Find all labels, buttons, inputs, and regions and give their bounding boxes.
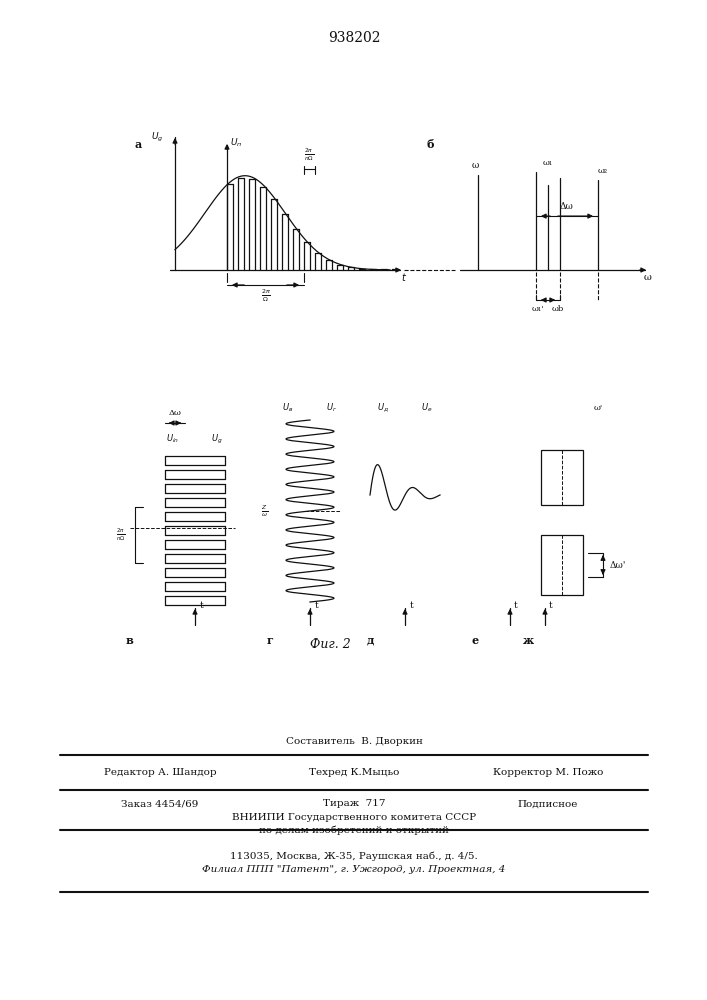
- Text: Редактор А. Шандор: Редактор А. Шандор: [104, 768, 216, 777]
- Text: Тираж  717: Тираж 717: [323, 800, 385, 808]
- Text: 113035, Москва, Ж-35, Раушская наб., д. 4/5.: 113035, Москва, Ж-35, Раушская наб., д. …: [230, 851, 478, 861]
- Text: $\frac{2\pi}{\Omega}$: $\frac{2\pi}{\Omega}$: [261, 288, 271, 304]
- Text: $U_п$: $U_п$: [230, 137, 243, 149]
- Text: ω': ω': [593, 404, 602, 412]
- Text: $U_{in}$: $U_{in}$: [166, 433, 180, 445]
- Text: t: t: [549, 600, 553, 609]
- Text: Δω: Δω: [560, 202, 574, 211]
- Text: ωb: ωb: [552, 305, 564, 313]
- Text: ω₂: ω₂: [598, 167, 608, 175]
- Text: а: а: [134, 139, 141, 150]
- Text: $t$: $t$: [401, 271, 407, 283]
- Text: б: б: [426, 139, 434, 150]
- Text: ж: ж: [522, 635, 534, 646]
- Text: г: г: [267, 635, 274, 646]
- Text: $U_{в}$: $U_{в}$: [282, 402, 293, 414]
- Text: $\frac{2\pi}{n\Omega}$: $\frac{2\pi}{n\Omega}$: [116, 527, 126, 543]
- Text: t: t: [200, 600, 204, 609]
- Text: $U_{г}$: $U_{г}$: [327, 402, 338, 414]
- Text: Составитель  В. Дворкин: Составитель В. Дворкин: [286, 736, 423, 746]
- Bar: [541, 535, 583, 595]
- Text: Техред К.Мыцьо: Техред К.Мыцьо: [309, 768, 399, 777]
- Text: Подписное: Подписное: [518, 800, 578, 808]
- Text: $U_{д}$: $U_{д}$: [377, 402, 389, 414]
- Text: $\frac{2\pi}{n\Omega}$: $\frac{2\pi}{n\Omega}$: [305, 147, 315, 163]
- Text: Филиал ППП "Патент", г. Ужгород, ул. Проектная, 4: Филиал ППП "Патент", г. Ужгород, ул. Про…: [202, 864, 506, 874]
- Text: Фиг. 2: Фиг. 2: [310, 639, 351, 652]
- Text: ω₁: ω₁: [543, 159, 553, 167]
- Text: $\frac{Z}{\omega}$: $\frac{Z}{\omega}$: [262, 503, 269, 519]
- Text: ω₁': ω₁': [532, 305, 544, 313]
- Text: ВНИИПИ Государственного комитета СССР: ВНИИПИ Государственного комитета СССР: [232, 814, 476, 822]
- Text: t: t: [410, 600, 414, 609]
- Text: е: е: [472, 635, 479, 646]
- Text: в: в: [126, 635, 134, 646]
- Text: $U_g$: $U_g$: [151, 130, 163, 144]
- Text: Заказ 4454/69: Заказ 4454/69: [122, 800, 199, 808]
- Text: ω: ω: [472, 161, 479, 170]
- Text: Δω': Δω': [610, 560, 626, 570]
- Text: Δω: Δω: [168, 409, 182, 417]
- Text: t: t: [514, 600, 518, 609]
- Text: ω: ω: [644, 272, 652, 282]
- Text: 938202: 938202: [328, 31, 380, 45]
- Text: по делам изобретений и открытий: по делам изобретений и открытий: [259, 825, 449, 835]
- Text: t: t: [315, 600, 319, 609]
- Text: Корректор М. Пожо: Корректор М. Пожо: [493, 768, 603, 777]
- Text: $U_{е}$: $U_{е}$: [421, 402, 433, 414]
- Text: д: д: [366, 635, 374, 646]
- Text: $U_g$: $U_g$: [211, 432, 223, 446]
- Bar: [541, 450, 583, 505]
